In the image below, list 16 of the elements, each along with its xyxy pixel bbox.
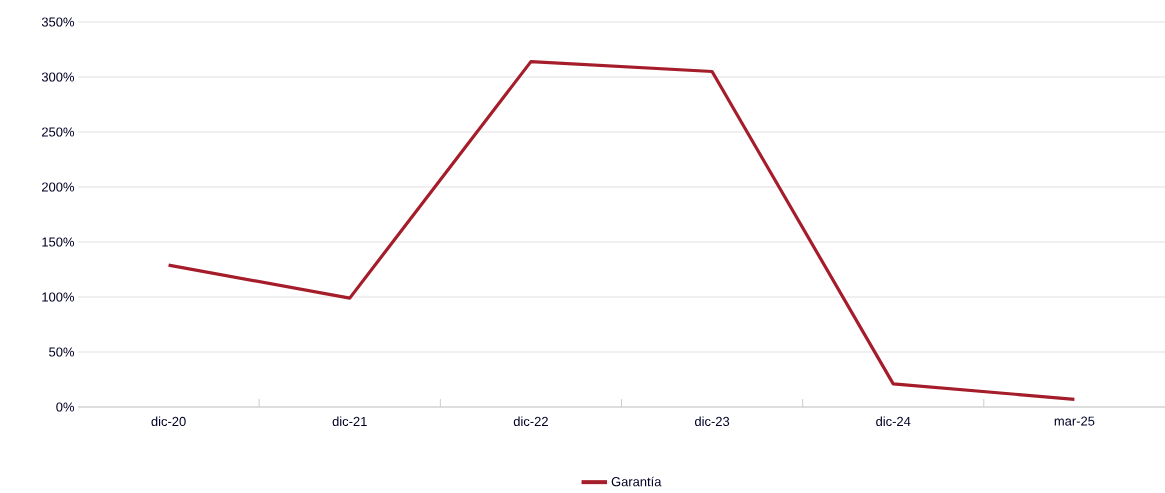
y-tick-label: 300% xyxy=(41,72,75,82)
y-tick-label: 100% xyxy=(42,292,75,302)
x-tick-label: dic-21 xyxy=(332,416,367,427)
y-tick-label: 50% xyxy=(49,347,75,357)
y-tick-label: 0% xyxy=(56,402,75,412)
x-tick-label: dic-20 xyxy=(151,416,186,427)
x-tick-label: dic-23 xyxy=(694,416,730,427)
x-tick-label: dic-24 xyxy=(876,416,911,427)
legend-label: Garantía xyxy=(611,476,662,487)
y-tick-label: 250% xyxy=(42,127,75,137)
y-tick-label: 200% xyxy=(42,182,75,192)
line-series xyxy=(166,60,1076,401)
x-tick-label: mar-25 xyxy=(1054,416,1095,426)
x-tick-label: dic-22 xyxy=(513,416,548,427)
y-tick-label: 350% xyxy=(41,17,75,27)
y-tick-label: 150% xyxy=(42,237,75,247)
